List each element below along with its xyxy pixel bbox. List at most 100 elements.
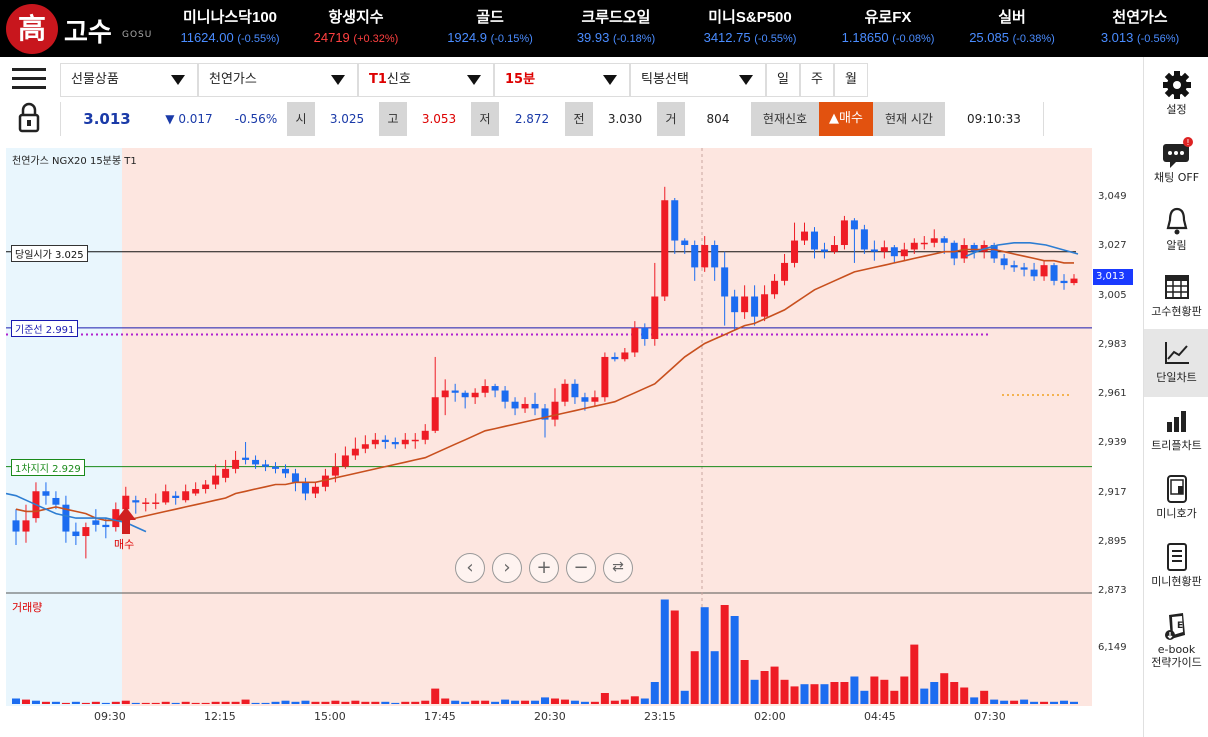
volume-bar	[501, 699, 510, 704]
volume-bar	[820, 684, 829, 704]
volume-bar	[660, 599, 669, 704]
item-select[interactable]: 천연가스	[198, 63, 358, 97]
interval-select[interactable]: 15분	[494, 63, 630, 97]
candle-body	[152, 502, 160, 504]
right-sidebar: 설정 ! 채팅 OFF 알림 고수현황판 단일차트 트리플차트 미니호가 미니현…	[1143, 57, 1208, 737]
ticker-2[interactable]: 골드 1924.9 (-0.15%)	[425, 6, 555, 45]
candle-body	[920, 242, 928, 245]
volume-bar	[201, 702, 210, 704]
ticker-price: 24719	[313, 30, 350, 45]
low-label: 저	[471, 102, 499, 136]
candle-body	[1030, 269, 1038, 277]
tick-select[interactable]: 틱봉선택	[630, 63, 766, 97]
volume-bar	[131, 702, 140, 704]
refresh-icon[interactable]: ⇄	[603, 553, 633, 583]
ticker-6[interactable]: 실버 25.085 (-0.38%)	[947, 6, 1077, 45]
candle-body	[481, 386, 489, 393]
lock-icon[interactable]	[8, 100, 50, 136]
signal-select[interactable]: T1신호	[358, 63, 494, 97]
candle-body	[870, 249, 878, 252]
chevron-right-icon[interactable]: ›	[492, 553, 522, 583]
ticker-0[interactable]: 미니나스닥100 11624.00 (-0.55%)	[165, 6, 295, 45]
ticker-7[interactable]: 천연가스 3.013 (-0.56%)	[1075, 6, 1205, 45]
gosu-board-label: 고수현황판	[1151, 305, 1202, 318]
volume-bar	[401, 701, 410, 704]
volume-bar	[1020, 699, 1029, 704]
period-week-button[interactable]: 주	[800, 63, 834, 97]
candle-body	[631, 327, 639, 353]
candle-body	[771, 280, 779, 295]
gosu-logo[interactable]: 高 고수 GOSU	[6, 4, 156, 54]
candle-body	[731, 296, 739, 313]
volume-bar	[570, 700, 579, 704]
svg-text:!: !	[1186, 138, 1189, 147]
volume-bar	[700, 607, 709, 704]
mini-quote-label: 미니호가	[1156, 507, 1197, 520]
candle-body	[12, 520, 20, 532]
candlestick-chart[interactable]	[6, 148, 1092, 706]
volume-bar	[441, 698, 450, 704]
product-select[interactable]: 선물상품	[60, 63, 198, 97]
volume-bar	[740, 660, 749, 704]
gosu-board-button[interactable]: 고수현황판	[1144, 263, 1208, 327]
y-tick-label: 2,939	[1098, 437, 1127, 449]
candle-body	[142, 502, 150, 504]
candle-body	[791, 240, 799, 263]
candle-body	[361, 444, 369, 449]
volume-bar	[351, 700, 360, 704]
candle-body	[541, 408, 549, 420]
y-axis: 3,049 3,027 3,005 2,983 2,961 2,939 2,917 2,895…	[1092, 148, 1142, 706]
ticker-value: 3412.75 (-0.55%)	[685, 30, 815, 45]
volume-bar	[311, 701, 320, 704]
bell-icon	[1144, 205, 1208, 237]
candle-body	[1050, 265, 1058, 281]
session-bg	[122, 148, 1092, 706]
ticker-price: 3412.75	[703, 30, 751, 45]
ebook-guide-button[interactable]: E e-book 전략가이드	[1144, 603, 1208, 683]
zoom-in-icon[interactable]: +	[529, 553, 559, 583]
volume-bar	[930, 682, 939, 704]
chat-toggle-button[interactable]: ! 채팅 OFF	[1144, 129, 1208, 193]
ticker-3[interactable]: 크루드오일 39.93 (-0.18%)	[551, 6, 681, 45]
chevron-left-icon[interactable]: ‹	[455, 553, 485, 583]
candle-body	[411, 439, 419, 442]
mini-board-button[interactable]: 미니현황판	[1144, 533, 1208, 597]
alert-button[interactable]: 알림	[1144, 197, 1208, 261]
zoom-out-icon[interactable]: −	[566, 553, 596, 583]
hamburger-menu-icon[interactable]	[8, 62, 50, 98]
candle-body	[222, 468, 230, 478]
ticker-4[interactable]: 미니S&P500 3412.75 (-0.55%)	[685, 6, 815, 45]
time-label: 현재 시간	[873, 102, 945, 136]
candle-body	[950, 242, 958, 259]
tick-select-value: 틱봉선택	[641, 72, 689, 87]
volume-bar	[640, 698, 649, 704]
candle-body	[741, 296, 749, 313]
ticker-change: (-0.55%)	[754, 33, 797, 45]
pre-session-bg	[6, 148, 122, 706]
single-chart-button[interactable]: 단일차트	[1144, 329, 1208, 397]
alert-label: 알림	[1166, 239, 1187, 252]
candle-body	[421, 430, 429, 440]
candle-body	[52, 497, 60, 505]
volume-bar	[391, 702, 400, 704]
period-day-button[interactable]: 일	[766, 63, 800, 97]
volume-bar	[830, 682, 839, 704]
ticker-1[interactable]: 항생지수 24719 (+0.32%)	[291, 6, 421, 45]
price-change-pct: -0.56%	[225, 102, 287, 136]
ticker-value: 3.013 (-0.56%)	[1075, 30, 1205, 45]
settings-button[interactable]: 설정	[1144, 61, 1208, 125]
period-month-button[interactable]: 월	[834, 63, 868, 97]
ticker-bar: 高 고수 GOSU 미니나스닥100 11624.00 (-0.55%) 항생지수 2…	[0, 0, 1208, 57]
triple-chart-button[interactable]: 트리플차트	[1144, 397, 1208, 461]
volume-bar	[940, 673, 949, 704]
y-tick-label: 3,049	[1098, 191, 1127, 202]
volume-bar	[341, 701, 350, 704]
ticker-5[interactable]: 유로FX 1.18650 (-0.08%)	[823, 6, 953, 45]
volume-bar	[521, 700, 530, 704]
volume-bar	[251, 702, 260, 704]
mini-quote-button[interactable]: 미니호가	[1144, 465, 1208, 529]
volume-bar	[1060, 700, 1069, 704]
y-tick-label: 3,005	[1098, 289, 1127, 301]
volume-bar	[281, 700, 290, 704]
candle-body	[801, 231, 809, 241]
